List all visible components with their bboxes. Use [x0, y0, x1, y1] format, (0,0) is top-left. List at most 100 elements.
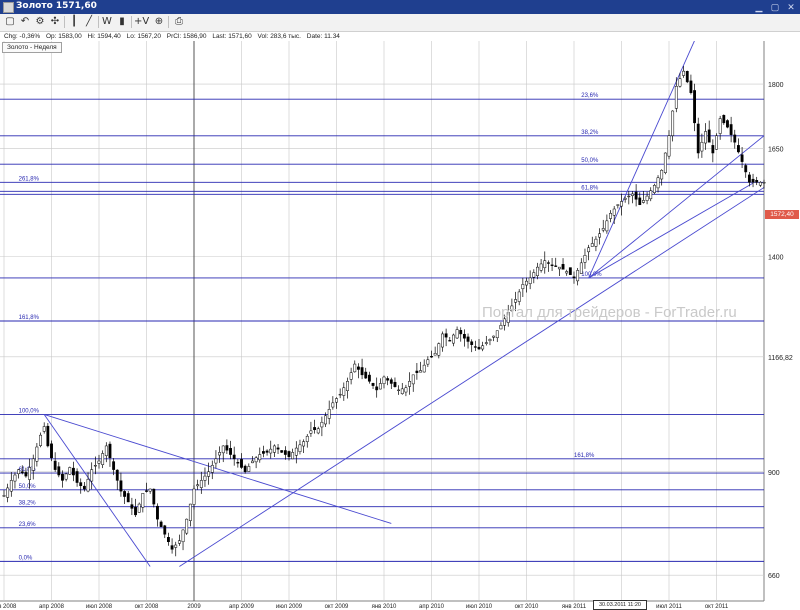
- candle-body: [13, 474, 17, 482]
- candle-body: [119, 480, 123, 492]
- fib-level-label: 261,8%: [19, 176, 40, 182]
- bar-chart-icon[interactable]: ┃: [70, 16, 78, 27]
- candle-body: [203, 475, 207, 481]
- candle-body: [31, 458, 35, 471]
- candle-body: [729, 124, 733, 135]
- candle-body: [404, 387, 408, 393]
- candle-body: [192, 488, 196, 505]
- candle-body: [229, 448, 232, 455]
- indicators-icon[interactable]: ✣: [50, 16, 60, 27]
- candle-body: [28, 467, 31, 480]
- candle-body: [287, 451, 291, 457]
- candle-body: [254, 457, 258, 463]
- candle-body: [466, 336, 470, 342]
- fib-level-label: 38,2%: [581, 130, 599, 136]
- candle-body: [674, 85, 678, 109]
- candle-body: [6, 487, 10, 498]
- gear-icon[interactable]: ⚙: [35, 16, 45, 27]
- candle-body: [291, 452, 295, 460]
- y-tick-label: 1650: [768, 147, 784, 154]
- candle-body: [616, 204, 620, 206]
- candle-body: [335, 398, 338, 403]
- maximize-button[interactable]: ▢: [770, 2, 780, 12]
- candle-body: [386, 378, 390, 381]
- fib-level-label: 38,2%: [19, 501, 37, 507]
- minimize-button[interactable]: ▁: [755, 2, 763, 12]
- candle-body: [283, 450, 287, 455]
- x-tick-label: янв 2011: [562, 604, 587, 610]
- x-tick-label: июл 2011: [656, 604, 682, 610]
- candle-body: [433, 353, 437, 356]
- y-tick-label: 1400: [768, 254, 784, 261]
- fibonacci-levels: 0,0% 23,6% 38,2% 50,0% 61,8% 100,0% 261,8% 161,…: [0, 93, 764, 562]
- candle-body: [79, 482, 83, 487]
- undo-icon[interactable]: ↶: [20, 16, 30, 27]
- candle-body: [371, 383, 375, 386]
- candles: [2, 66, 766, 557]
- candle-body: [711, 145, 715, 154]
- close-button[interactable]: ✕: [787, 2, 795, 12]
- fib-level-label: 161,8%: [574, 453, 595, 459]
- status-volume: Vol: 283,6 тыс.: [257, 33, 301, 40]
- print-icon[interactable]: ⎙: [175, 16, 183, 27]
- candle-body: [17, 469, 21, 475]
- candle-body: [685, 71, 689, 83]
- candle-body: [441, 333, 444, 348]
- candle-body: [514, 299, 517, 303]
- candle-body: [93, 465, 97, 467]
- candle-body: [426, 359, 430, 365]
- candle-body: [733, 134, 737, 143]
- candle-body: [642, 200, 645, 203]
- window-title: Золото 1571,60: [16, 1, 97, 11]
- candle-body: [634, 191, 638, 200]
- x-tick-label: июл 2008: [86, 604, 113, 610]
- candle-body: [623, 197, 627, 200]
- candle-body: [108, 443, 112, 459]
- weekly-button[interactable]: W: [102, 16, 112, 27]
- x-tick-label: июл 2009: [276, 604, 303, 610]
- fib-level-label: 50,0%: [581, 158, 599, 164]
- candle-body: [156, 505, 159, 520]
- candle-body: [313, 427, 316, 431]
- candle-body: [704, 131, 707, 144]
- price-chart[interactable]: 0,0% 23,6% 38,2% 50,0% 61,8% 100,0% 261,8% 161,…: [0, 41, 800, 610]
- trend-line: [588, 182, 754, 279]
- crosshair-icon[interactable]: ⊕: [154, 16, 164, 27]
- candle-body: [214, 458, 218, 464]
- candle-body: [693, 90, 696, 124]
- candle-body: [50, 443, 53, 459]
- candle-body: [525, 280, 528, 286]
- candle-body: [645, 195, 649, 201]
- fib-level-label: 61,8%: [581, 185, 599, 191]
- line-chart-icon[interactable]: ╱: [85, 16, 93, 27]
- fib-level-label: 161,8%: [19, 315, 40, 321]
- series-tab[interactable]: Золото - Неделя: [2, 42, 62, 53]
- candle-body: [620, 201, 623, 207]
- x-tick-label: апр 2009: [229, 604, 255, 610]
- trend-line: [44, 414, 392, 524]
- new-chart-icon[interactable]: ▢: [5, 16, 15, 27]
- x-tick-label: 2009: [187, 604, 201, 610]
- candle-body: [218, 452, 221, 456]
- candles-icon[interactable]: ▮: [119, 16, 125, 27]
- candle-body: [152, 488, 156, 505]
- candle-body: [477, 346, 481, 350]
- candle-body: [163, 525, 167, 535]
- candle-body: [576, 270, 580, 282]
- candle-body: [247, 466, 251, 472]
- candle-body: [473, 346, 477, 348]
- candle-body: [572, 276, 576, 279]
- candle-body: [170, 545, 174, 550]
- candle-body: [346, 381, 349, 391]
- x-tick-label: янв 2008: [0, 604, 17, 610]
- candle-body: [484, 342, 488, 344]
- candle-body: [20, 471, 24, 474]
- candle-body: [75, 471, 79, 483]
- add-volume-button[interactable]: +V: [134, 16, 150, 27]
- candle-body: [294, 447, 298, 456]
- candle-body: [594, 238, 598, 247]
- candle-body: [389, 379, 393, 384]
- status-date: Date: 11.34: [306, 33, 340, 40]
- price-axis: 1800 1650 1400 1166,82 900 660: [768, 82, 793, 580]
- x-tick-label: апр 2008: [39, 604, 65, 610]
